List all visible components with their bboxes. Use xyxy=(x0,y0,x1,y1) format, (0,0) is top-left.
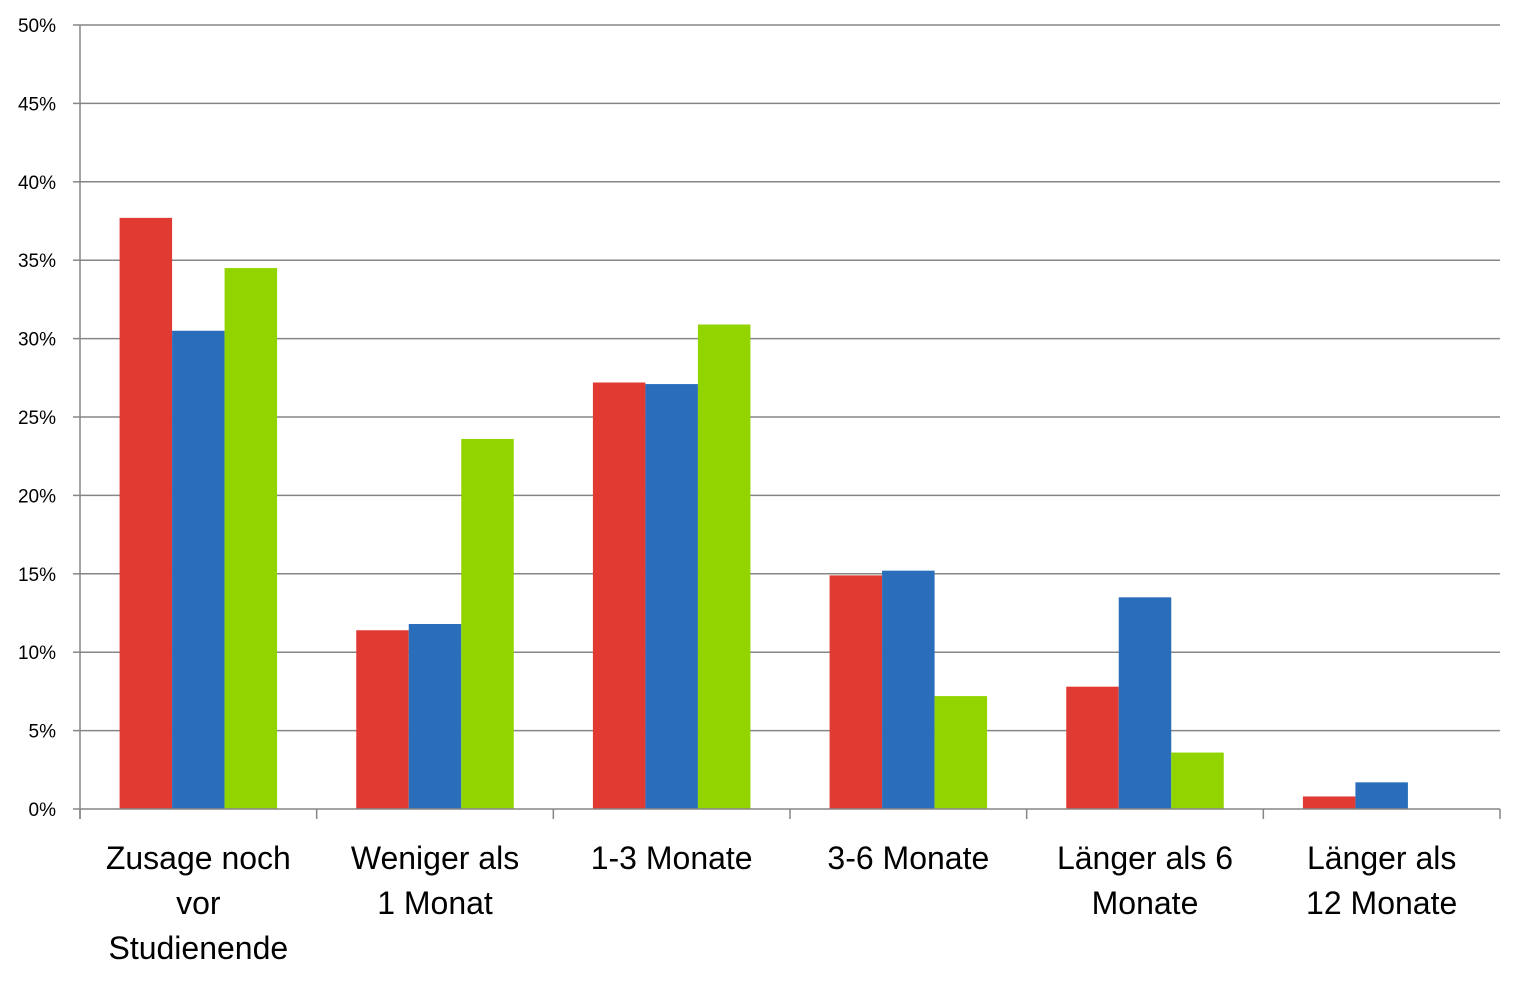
bar xyxy=(882,570,935,809)
x-axis-tick-labels: Zusage noch vor Studienende Weniger als 1 Mo… xyxy=(106,840,1457,966)
bar xyxy=(356,630,409,809)
y-tick-label: 30% xyxy=(18,330,56,351)
bar xyxy=(592,382,646,809)
x-tick-label: Weniger als 1 Monat xyxy=(351,840,519,921)
axes xyxy=(73,24,1501,819)
bar xyxy=(934,696,988,809)
y-tick-label: 45% xyxy=(18,94,56,115)
bar xyxy=(119,217,173,809)
y-tick-label: 5% xyxy=(29,722,57,743)
y-axis-tick-labels: 0% 5% 10% 15% 20% 25% 30% 35% 40% 45% 50% xyxy=(18,16,56,821)
y-tick-label: 15% xyxy=(18,565,56,586)
x-tick-label: Zusage noch vor Studienende xyxy=(106,840,291,966)
bar xyxy=(1302,796,1356,809)
x-tick-label: 3-6 Monate xyxy=(827,840,989,876)
gridlines xyxy=(80,24,1500,732)
y-tick-label: 35% xyxy=(18,251,56,272)
x-tick-label: 1-3 Monate xyxy=(591,840,753,876)
bars xyxy=(119,217,1408,809)
y-tick-label: 10% xyxy=(18,643,56,664)
bar xyxy=(829,575,883,809)
y-tick-label: 50% xyxy=(18,16,56,37)
y-tick-label: 40% xyxy=(18,173,56,194)
bar xyxy=(1355,782,1408,809)
bar xyxy=(1171,752,1224,809)
bar xyxy=(172,330,225,809)
bar xyxy=(461,438,514,809)
y-tick-label: 0% xyxy=(29,800,57,821)
bar xyxy=(697,324,751,809)
bar xyxy=(1066,686,1119,809)
bar xyxy=(1118,597,1172,809)
bar xyxy=(408,623,462,809)
y-tick-label: 20% xyxy=(18,486,56,507)
x-tick-label: Länger als 6 Monate xyxy=(1057,840,1233,921)
bar xyxy=(224,268,278,809)
bar xyxy=(645,384,698,809)
x-tick-label: Länger als 12 Monate xyxy=(1306,840,1457,921)
y-tick-label: 25% xyxy=(18,408,56,429)
